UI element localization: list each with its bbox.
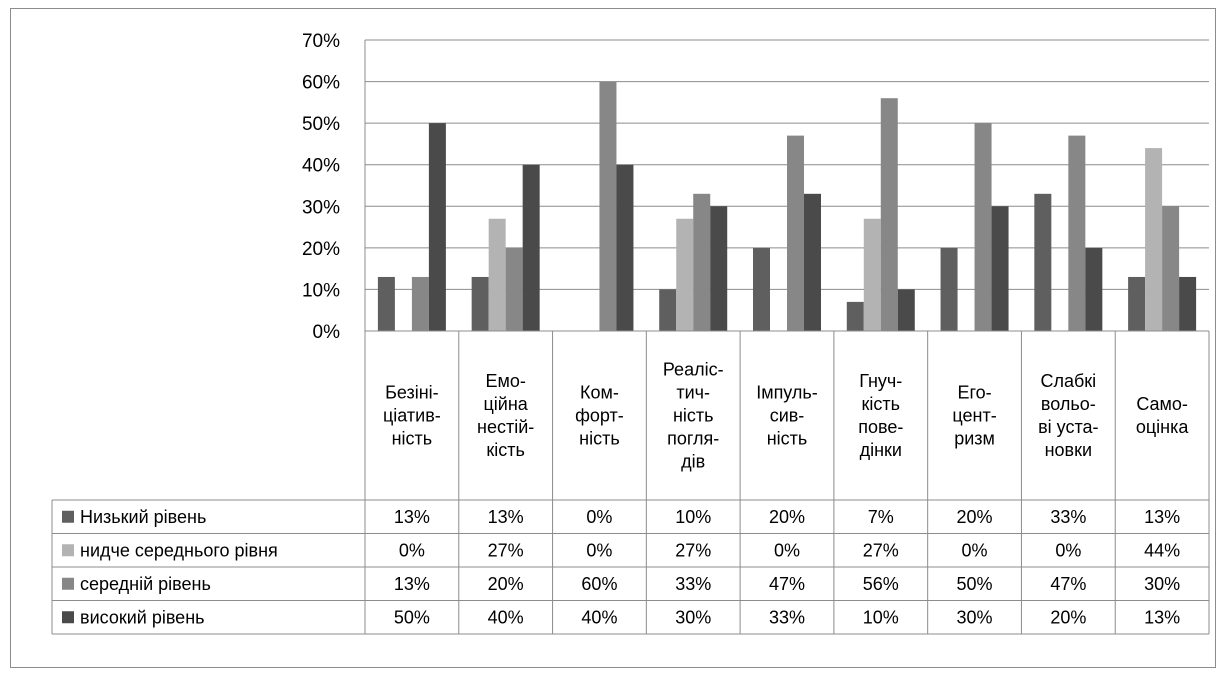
data-label: 27% xyxy=(675,540,711,560)
bar xyxy=(616,164,634,331)
data-label: 20% xyxy=(1050,607,1086,627)
legend-swatch xyxy=(62,510,74,523)
legend-swatch xyxy=(62,577,74,590)
data-label: 47% xyxy=(1050,574,1086,594)
data-label: 30% xyxy=(957,607,993,627)
data-label: 13% xyxy=(394,574,430,594)
bar xyxy=(1162,206,1180,331)
data-label: 0% xyxy=(586,507,612,527)
data-label: 30% xyxy=(675,607,711,627)
category-label: Емо-ційна нестій-кість xyxy=(477,371,534,460)
bar xyxy=(753,247,770,331)
bar xyxy=(676,218,694,331)
data-label: 47% xyxy=(769,574,805,594)
data-label: 0% xyxy=(774,540,800,560)
bar xyxy=(1085,247,1103,331)
bar xyxy=(1179,276,1197,331)
bar xyxy=(377,276,395,331)
bar xyxy=(428,123,446,332)
bar xyxy=(411,276,429,331)
bar xyxy=(1034,193,1052,331)
data-label: 33% xyxy=(769,607,805,627)
data-label: 0% xyxy=(1055,540,1081,560)
chart-frame xyxy=(10,8,1216,668)
bar xyxy=(659,289,677,331)
data-label: 33% xyxy=(675,574,711,594)
bar xyxy=(1145,148,1163,331)
data-label: 13% xyxy=(488,507,524,527)
bar xyxy=(880,98,898,331)
bar xyxy=(1068,135,1086,331)
data-label: 13% xyxy=(1144,607,1180,627)
category-label: Слабкі вольо-ві уста-новки xyxy=(1038,371,1098,460)
bar xyxy=(846,301,864,331)
data-label: 7% xyxy=(868,507,894,527)
data-label: 20% xyxy=(957,507,993,527)
y-tick-label: 40% xyxy=(302,156,340,177)
data-label: 0% xyxy=(586,540,612,560)
category-label: Реаліс-тич-ність погля-дів xyxy=(663,360,724,472)
legend-swatch xyxy=(62,544,74,557)
category-label: Само-оцінка xyxy=(1136,394,1190,437)
data-label: 56% xyxy=(863,574,899,594)
data-table: Безіні-ціатив-ність Емо-ційна нестій-кість… xyxy=(51,330,1210,635)
data-label: 50% xyxy=(394,607,430,627)
data-label: 40% xyxy=(488,607,524,627)
y-tick-label: 0% xyxy=(313,322,341,343)
data-label: 40% xyxy=(581,607,617,627)
category-label: Імпуль-сив-ність xyxy=(756,383,818,449)
legend-label: нидче середнього рівня xyxy=(80,540,278,560)
data-label: 20% xyxy=(488,574,524,594)
y-axis-ticks: 0% 10% 20% 30% 40% 50% 60% 70% xyxy=(302,31,340,343)
bar xyxy=(522,164,540,331)
bar xyxy=(710,206,728,331)
bar xyxy=(505,247,523,331)
data-label: 0% xyxy=(399,540,425,560)
y-tick-label: 60% xyxy=(302,73,340,94)
data-label: 10% xyxy=(863,607,899,627)
data-label: 50% xyxy=(957,574,993,594)
bar xyxy=(991,206,1009,331)
legend-swatch xyxy=(62,611,74,624)
bar xyxy=(787,135,804,331)
bar xyxy=(804,193,821,331)
y-tick-label: 70% xyxy=(302,31,340,52)
category-label: Гнуч-кість пове-дінки xyxy=(858,371,903,460)
data-label: 10% xyxy=(675,507,711,527)
bar xyxy=(693,193,711,331)
y-tick-label: 30% xyxy=(302,197,340,218)
bar xyxy=(897,289,915,331)
data-label: 20% xyxy=(769,507,805,527)
bar xyxy=(1128,276,1146,331)
bars xyxy=(377,81,1197,332)
category-label: Ком-форт-ність xyxy=(575,383,624,449)
legend-label: Низький рівень xyxy=(80,507,206,527)
data-label: 13% xyxy=(1144,507,1180,527)
category-label: Его-цент-ризм xyxy=(952,383,996,449)
bar xyxy=(471,276,489,331)
data-label: 44% xyxy=(1144,540,1180,560)
bar xyxy=(974,123,992,332)
legend-label: середній рівень xyxy=(80,574,211,594)
bar xyxy=(488,218,506,331)
legend-label: високий рівень xyxy=(80,607,205,627)
bar xyxy=(940,247,958,331)
data-label: 27% xyxy=(488,540,524,560)
data-label: 33% xyxy=(1050,507,1086,527)
data-label: 0% xyxy=(962,540,988,560)
data-label: 13% xyxy=(394,507,430,527)
y-tick-label: 20% xyxy=(302,239,340,260)
y-tick-label: 50% xyxy=(302,114,340,135)
data-label: 30% xyxy=(1144,574,1180,594)
bar xyxy=(863,218,881,331)
data-label: 60% xyxy=(581,574,617,594)
bar xyxy=(599,81,617,331)
category-label: Безіні-ціатив-ність xyxy=(383,383,441,449)
data-label: 27% xyxy=(863,540,899,560)
y-tick-label: 10% xyxy=(302,280,340,301)
